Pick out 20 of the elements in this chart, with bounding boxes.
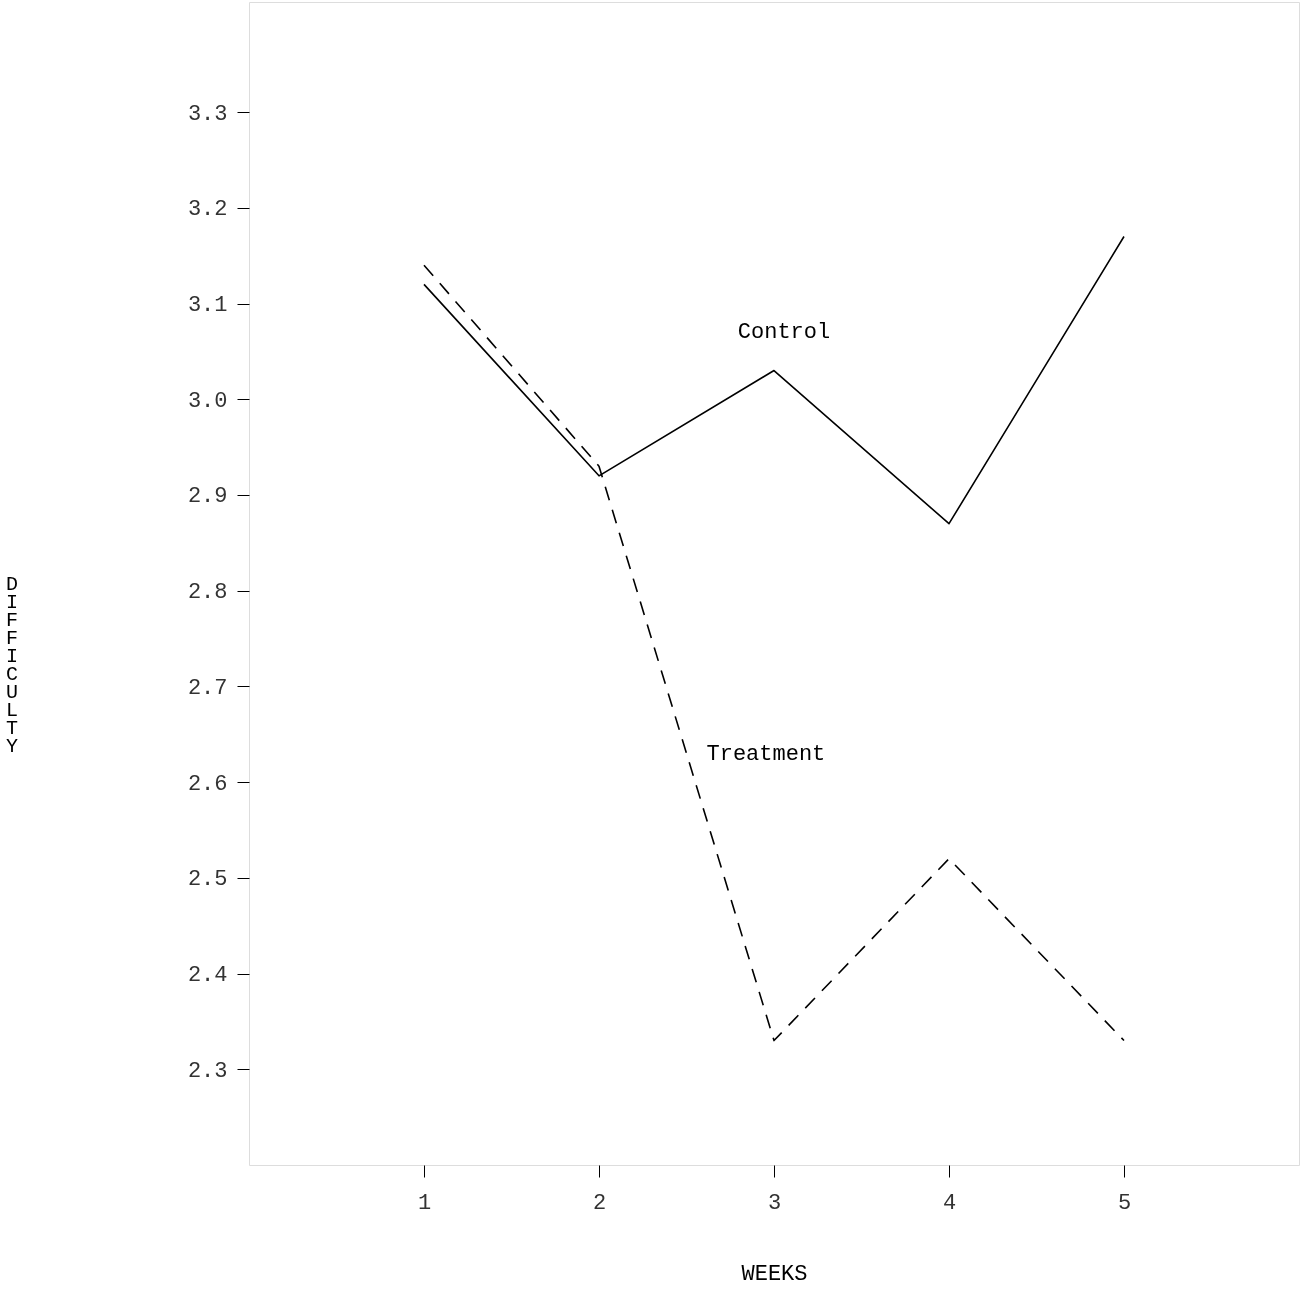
series-label: Treatment <box>706 742 826 768</box>
y-tick-label: 2.7 <box>187 675 228 701</box>
x-tick-label: 1 <box>417 1190 432 1216</box>
y-tick-label: 2.3 <box>187 1058 228 1084</box>
y-tick-label: 2.5 <box>187 867 228 893</box>
y-tick-label: 3.0 <box>187 388 228 414</box>
x-tick-label: 4 <box>942 1190 957 1216</box>
x-axis-title: WEEKS <box>741 1261 808 1287</box>
y-tick-label: 2.6 <box>187 771 228 797</box>
text: DIFFICULTY <box>5 573 18 758</box>
x-tick-label: 3 <box>767 1190 782 1216</box>
y-tick-label: 3.3 <box>187 101 228 127</box>
y-tick-label: 3.2 <box>187 197 228 223</box>
y-tick-label: 2.4 <box>187 963 228 989</box>
series-label: Control <box>737 319 831 345</box>
x-tick-label: 5 <box>1117 1190 1132 1216</box>
y-tick-label: 3.1 <box>187 293 228 319</box>
y-tick-label: 2.9 <box>187 484 228 510</box>
y-tick-label: 2.8 <box>187 580 228 606</box>
x-tick-label: 2 <box>592 1190 607 1216</box>
